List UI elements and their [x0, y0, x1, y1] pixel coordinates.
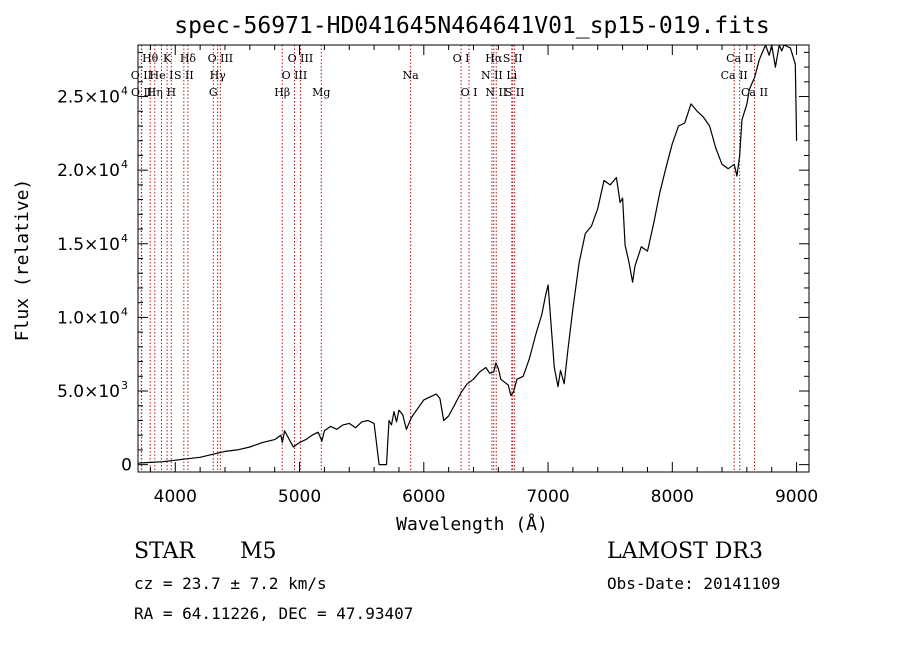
- line-label: Hα: [485, 52, 503, 65]
- y-tick-exponent: 3: [121, 379, 128, 392]
- line-label: O II: [131, 69, 152, 82]
- line-label: He I: [150, 69, 174, 82]
- object-class: STAR: [134, 539, 195, 564]
- spectral-line-markers: [140, 45, 756, 472]
- line-label: S II: [174, 69, 194, 82]
- line-label: N II: [481, 69, 503, 82]
- line-label: Hη: [147, 86, 163, 99]
- line-label: Ca II: [726, 52, 753, 65]
- x-axis-label: Wavelength (Å): [396, 513, 548, 535]
- y-tick-exponent: 4: [121, 158, 128, 171]
- line-label: H: [167, 86, 177, 99]
- line-label: Li: [506, 69, 517, 82]
- x-tick-label: 5000: [278, 487, 321, 507]
- redshift-velocity: cz = 23.7 ± 7.2 km/s: [134, 574, 327, 593]
- y-tick-label: 0: [121, 456, 132, 476]
- y-tick-label: 2.0×10: [57, 161, 120, 181]
- line-label: O II: [131, 86, 152, 99]
- line-label: O III: [288, 52, 314, 65]
- line-label: O III: [282, 69, 308, 82]
- y-tick-exponent: 4: [121, 305, 128, 318]
- chart-title: spec-56971-HD041645N464641V01_sp15-019.f…: [174, 13, 769, 39]
- y-tick-label: 2.5×10: [57, 88, 120, 108]
- survey-name: LAMOST DR3: [607, 539, 763, 564]
- spectrum-line: [137, 44, 798, 466]
- object-subclass: M5: [240, 539, 277, 564]
- y-axis-label: Flux (relative): [12, 179, 33, 342]
- line-label: Ca II: [741, 86, 768, 99]
- line-label: S II: [503, 52, 523, 65]
- line-label: O I: [453, 52, 470, 65]
- x-tick-label: 6000: [402, 487, 445, 507]
- line-label: Hθ: [142, 52, 159, 65]
- line-label: S II: [505, 86, 525, 99]
- y-tick-exponent: 4: [121, 232, 128, 245]
- y-tick-exponent: 4: [121, 85, 128, 98]
- y-tick-label: 5.0×10: [57, 382, 120, 402]
- line-label: Hβ: [274, 86, 290, 99]
- x-tick-label: 9000: [775, 487, 818, 507]
- line-label: K: [163, 52, 172, 65]
- line-label: O I: [461, 86, 478, 99]
- x-tick-label: 4000: [154, 487, 197, 507]
- line-label: Mg: [312, 86, 330, 99]
- line-label: Hγ: [210, 69, 227, 82]
- x-tick-label: 8000: [651, 487, 694, 507]
- y-axis: 05.0×10 31.0×10 41.5×10 42.0×10 42.5×10 4: [57, 51, 809, 476]
- x-axis: 4000 5000 6000 7000 8000 9000: [149, 45, 818, 507]
- observation-date: Obs-Date: 20141109: [607, 574, 781, 593]
- spectral-line-labels: O II O II Hθ Hη He I K H S II Hδ G Hγ O III Hβ O III O…: [131, 52, 768, 99]
- coordinates: RA = 64.11226, DEC = 47.93407: [134, 604, 414, 623]
- line-label: Hδ: [180, 52, 197, 65]
- line-label: Ca II: [721, 69, 748, 82]
- y-tick-label: 1.0×10: [57, 308, 120, 328]
- line-label: O III: [208, 52, 234, 65]
- x-tick-label: 7000: [526, 487, 569, 507]
- line-label: G: [209, 86, 218, 99]
- y-tick-label: 1.5×10: [57, 235, 120, 255]
- line-label: N II: [485, 86, 507, 99]
- plot-frame: [137, 44, 810, 473]
- line-label: Na: [403, 69, 420, 82]
